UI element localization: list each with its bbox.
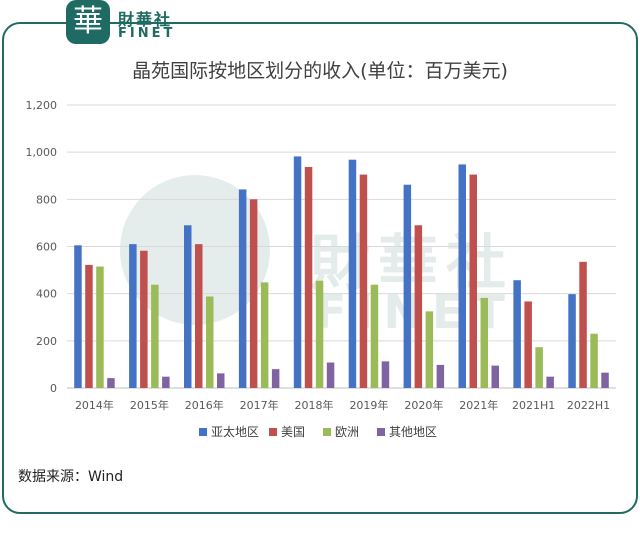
legend-swatch [269, 428, 277, 436]
legend-label: 亚太地区 [211, 424, 259, 439]
bar [238, 189, 247, 388]
x-tick-label: 2022H1 [567, 399, 610, 412]
bar [206, 296, 214, 388]
y-tick-label: 600 [36, 241, 57, 254]
bar [524, 301, 532, 388]
bar [85, 264, 93, 388]
bar [217, 373, 225, 388]
bar [601, 372, 609, 388]
y-tick-label: 400 [36, 288, 57, 301]
legend-label: 欧洲 [335, 425, 359, 439]
bar [184, 225, 192, 388]
bar [403, 184, 412, 388]
chart-title: 晶苑国际按地区划分的收入(单位：百万美元) [132, 60, 508, 82]
x-tick-label: 2019年 [349, 398, 388, 412]
bar [458, 164, 466, 388]
bar [326, 362, 335, 388]
bar [74, 245, 82, 388]
bar [480, 297, 488, 388]
legend-swatch [199, 428, 207, 436]
x-tick-label: 2016年 [185, 398, 224, 412]
bar [293, 156, 302, 388]
logo-name-cn: 財華社 [118, 10, 173, 29]
bar [469, 174, 477, 388]
bar [140, 250, 148, 388]
y-tick-label: 200 [36, 335, 57, 348]
y-tick-label: 800 [36, 193, 57, 206]
y-tick-label: 0 [50, 382, 57, 395]
bar [359, 174, 368, 388]
legend-swatch [323, 428, 331, 436]
bar [162, 376, 170, 388]
bar [315, 280, 324, 388]
bar [568, 294, 576, 388]
bar [348, 159, 357, 388]
bar [151, 284, 159, 388]
x-tick-label: 2021年 [459, 398, 498, 412]
bar [425, 311, 434, 388]
bar [260, 282, 269, 388]
x-tick-label: 2020年 [404, 398, 443, 412]
bar [535, 347, 543, 388]
bar [370, 284, 379, 388]
data-source: 数据来源：Wind [18, 469, 124, 485]
bar [590, 333, 598, 388]
bar [579, 261, 587, 388]
bar [271, 369, 280, 388]
x-tick-label: 2014年 [75, 398, 114, 412]
bar [414, 225, 423, 388]
x-tick-label: 2017年 [240, 398, 279, 412]
bar [96, 266, 104, 388]
logo-badge: 華 [66, 0, 110, 44]
x-tick-label: 2015年 [130, 398, 169, 412]
x-tick-label: 2021H1 [512, 399, 555, 412]
logo-name-en: FINET [118, 26, 176, 41]
y-tick-label: 1,000 [26, 146, 58, 159]
x-tick-label: 2018年 [295, 398, 334, 412]
bar [107, 378, 115, 388]
bar [304, 167, 313, 388]
finet-logo: 華 財華社 FINET [62, 0, 222, 48]
legend-label: 其他地区 [389, 425, 437, 439]
bar [491, 365, 499, 388]
bar [436, 364, 445, 388]
legend-label: 美国 [281, 425, 305, 439]
bar [546, 376, 554, 388]
bar [195, 244, 203, 388]
bar [381, 361, 390, 388]
bar [513, 280, 521, 388]
bar [249, 199, 258, 388]
y-tick-label: 1,200 [26, 99, 58, 112]
bar [129, 244, 137, 388]
chart-frame [2, 22, 638, 514]
legend-swatch [377, 428, 385, 436]
